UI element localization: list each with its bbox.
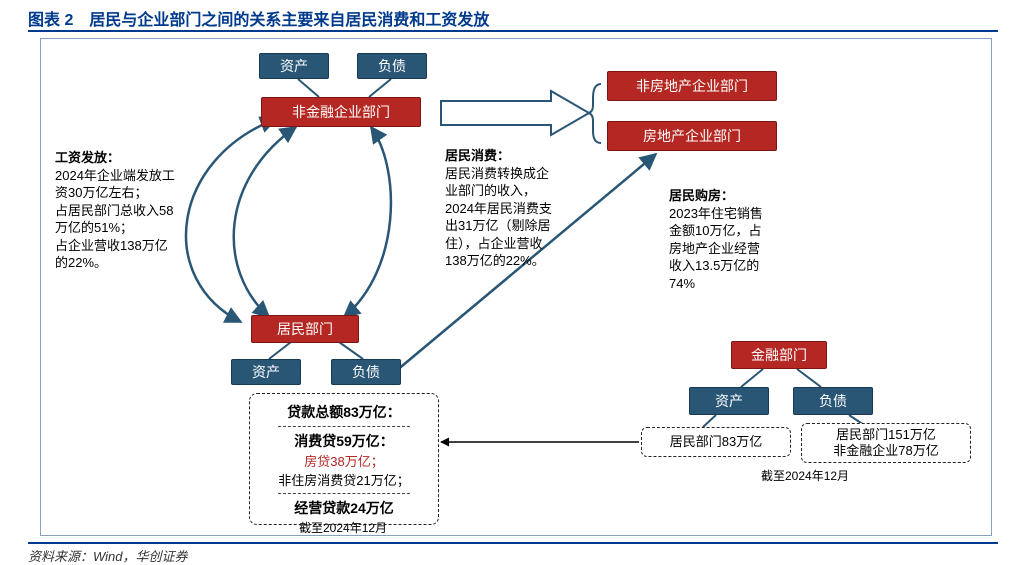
loan-total-title: 贷款总额83万亿： bbox=[258, 402, 430, 422]
box-liab-top: 负债 bbox=[357, 53, 427, 79]
box-assets-fin: 资产 bbox=[689, 387, 769, 415]
anno-wages-title: 工资发放： bbox=[55, 149, 205, 167]
loan-mortgage: 房贷38万亿； bbox=[258, 451, 430, 470]
box-re-corp: 房地产企业部门 bbox=[607, 121, 777, 151]
anno-purchase: 居民购房： 2023年住宅销售 金额10万亿，占 房地产企业经营 收入13.5万… bbox=[669, 187, 819, 292]
loan-consumer-title: 消费贷59万亿： bbox=[258, 431, 430, 451]
box-fin-assets-hh: 居民部门83万亿 bbox=[641, 427, 791, 457]
anno-consumption: 居民消费： 居民消费转换成企 业部门的收入， 2024年居民消费支 出31万亿（… bbox=[445, 147, 595, 270]
loan-nonhousing: 非住房消费贷21万亿； bbox=[258, 470, 430, 489]
box-assets-mid: 资产 bbox=[231, 359, 301, 385]
fin-liab-line1: 居民部门151万亿 bbox=[836, 427, 936, 443]
anno-wages: 工资发放： 2024年企业端发放工 资30万亿左右； 占居民部门总收入58 万亿… bbox=[55, 149, 205, 272]
loan-box: 贷款总额83万亿： 消费贷59万亿： 房贷38万亿； 非住房消费贷21万亿； 经… bbox=[249, 393, 439, 525]
big-arrow bbox=[441, 91, 589, 135]
fin-footnote: 截至2024年12月 bbox=[761, 467, 849, 484]
box-nonfin-corp: 非金融企业部门 bbox=[261, 97, 421, 127]
loan-business-title: 经营贷款24万亿 bbox=[258, 498, 430, 518]
box-liab-fin: 负债 bbox=[793, 387, 873, 415]
anno-consumption-title: 居民消费： bbox=[445, 147, 595, 165]
box-fin-liab: 居民部门151万亿 非金融企业78万亿 bbox=[801, 423, 971, 463]
loan-footnote: 截至2024年12月 bbox=[299, 519, 387, 536]
box-nonre-corp: 非房地产企业部门 bbox=[607, 71, 777, 101]
box-assets-top: 资产 bbox=[259, 53, 329, 79]
anno-purchase-title: 居民购房： bbox=[669, 187, 819, 205]
figure-title: 图表 2 居民与企业部门之间的关系主要来自居民消费和工资发放 bbox=[28, 6, 489, 30]
fin-liab-line2: 非金融企业78万亿 bbox=[833, 443, 938, 459]
diagram-canvas: 资产 负债 非金融企业部门 非房地产企业部门 房地产企业部门 居民部门 资产 负… bbox=[40, 38, 992, 536]
top-rule bbox=[28, 30, 998, 32]
source-line: 资料来源：Wind，华创证券 bbox=[28, 546, 188, 565]
box-hh-sector: 居民部门 bbox=[251, 315, 359, 343]
bottom-rule bbox=[28, 542, 998, 544]
box-fin-sector: 金融部门 bbox=[731, 341, 827, 369]
box-liab-mid: 负债 bbox=[331, 359, 401, 385]
